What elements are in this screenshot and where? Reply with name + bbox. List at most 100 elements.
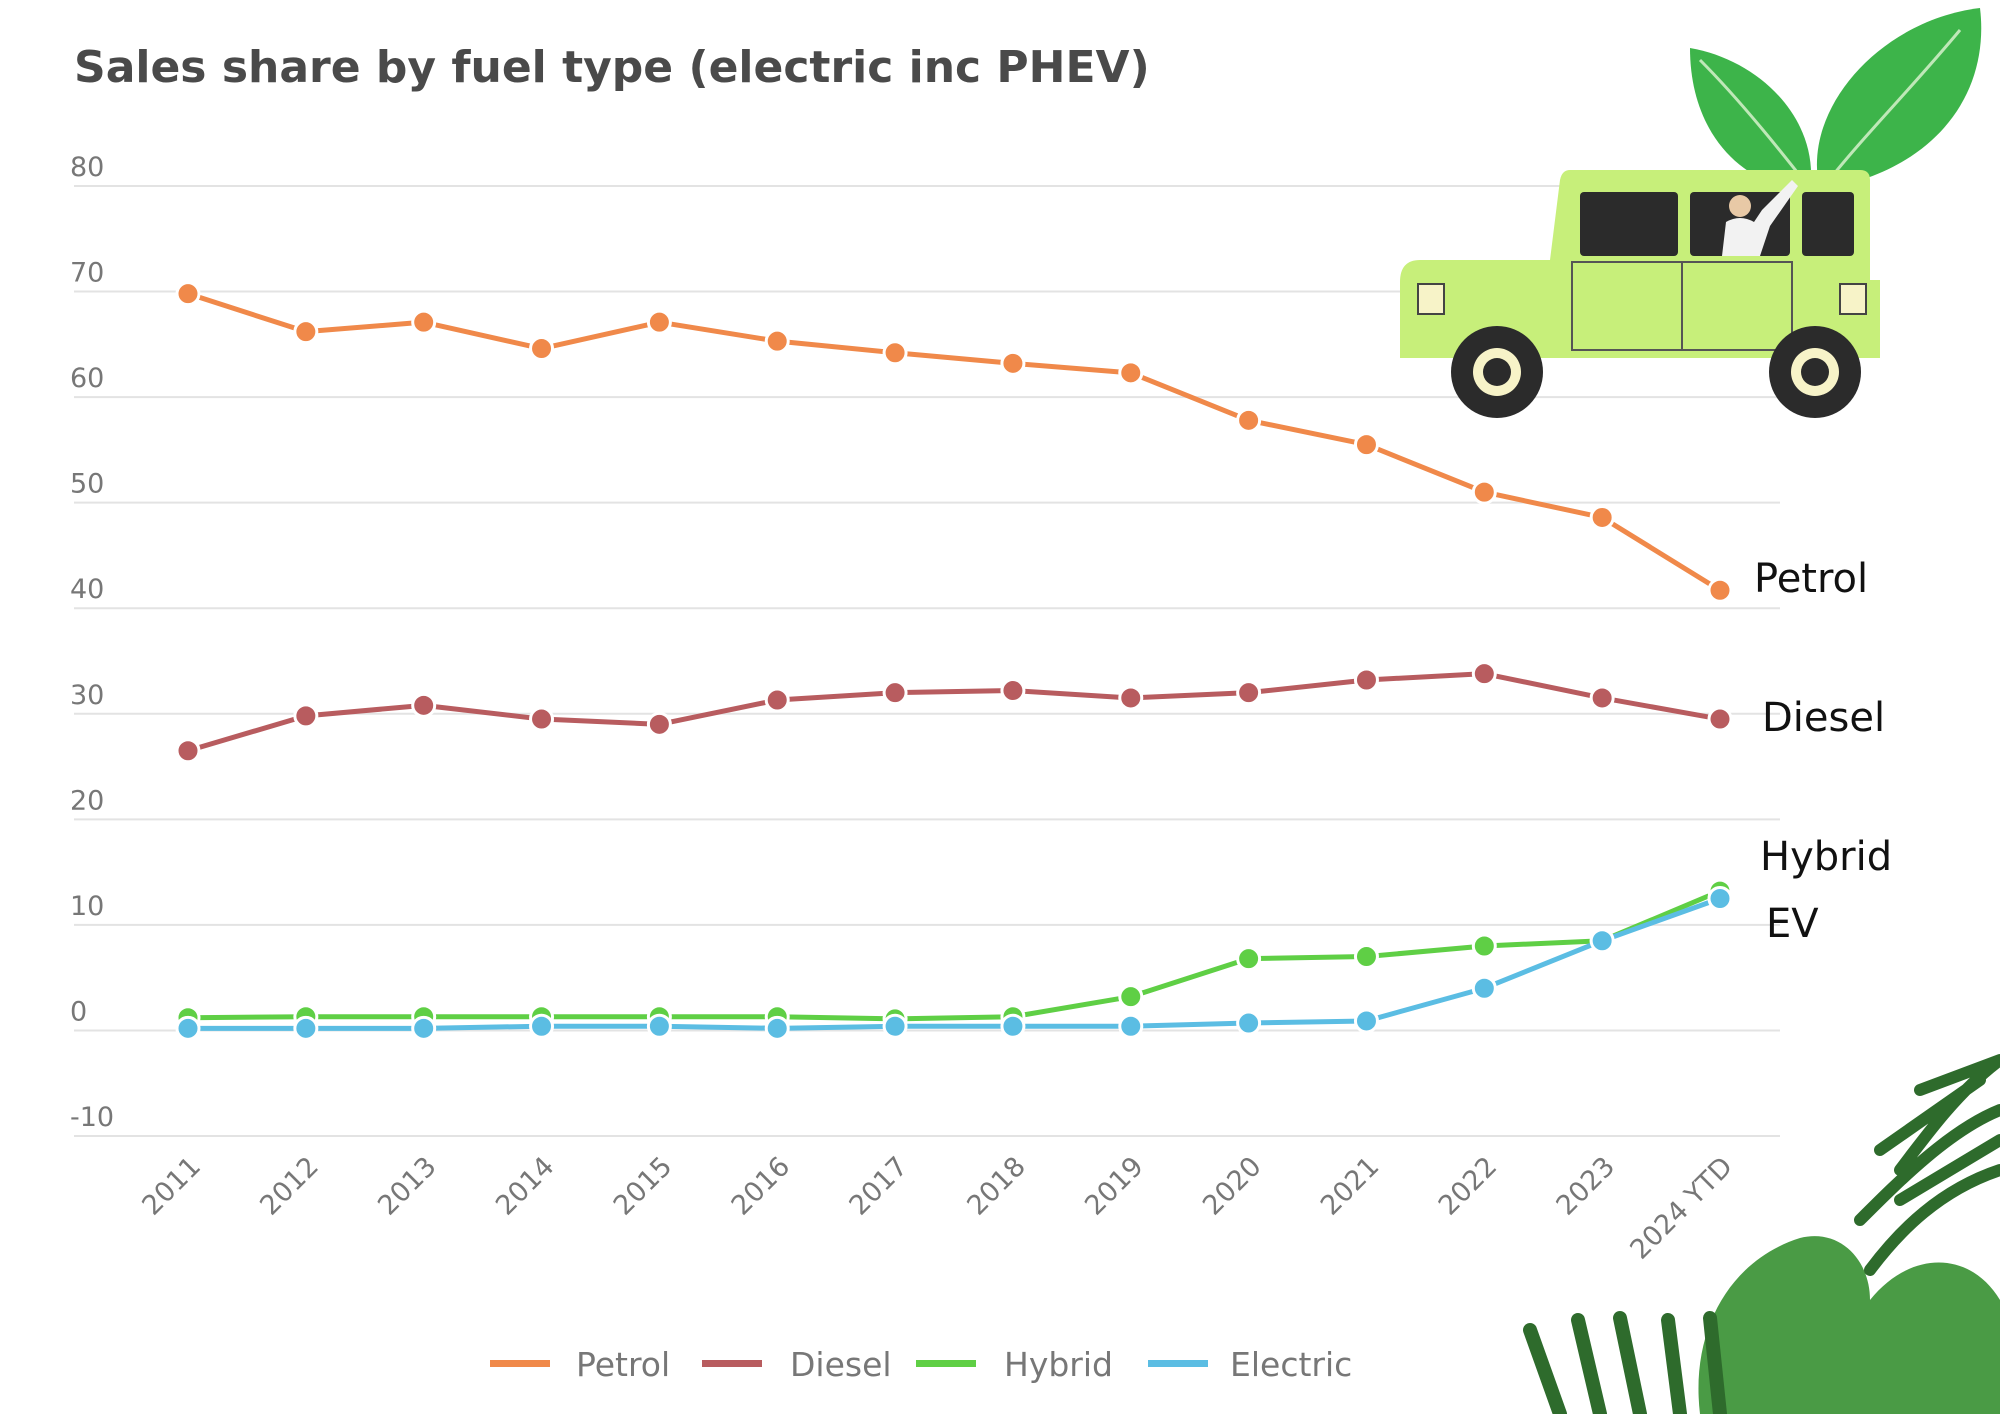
point-petrol[interactable]	[293, 319, 319, 345]
y-axis: 80 70 60 50 40 30 20 10 0 -10	[70, 152, 114, 1133]
point-electric[interactable]	[1353, 1008, 1379, 1034]
point-diesel[interactable]	[1353, 667, 1379, 693]
point-hybrid[interactable]	[1471, 933, 1497, 959]
point-petrol[interactable]	[1707, 577, 1733, 603]
car-with-leaves-illustration	[1400, 8, 1982, 418]
x-tick-label: 2024 YTD	[1624, 1151, 1739, 1266]
legend-swatch-petrol	[490, 1360, 550, 1367]
fern-leaves	[1523, 1311, 1727, 1414]
headlight	[1417, 283, 1445, 315]
x-tick-label: 2020	[1197, 1151, 1268, 1222]
legend: Petrol Diesel Hybrid Electric	[490, 1345, 1352, 1384]
annotation-diesel: Diesel	[1762, 695, 1885, 741]
point-petrol[interactable]	[1353, 432, 1379, 458]
y-tick-label: 0	[70, 996, 87, 1027]
point-electric[interactable]	[529, 1013, 555, 1039]
point-petrol[interactable]	[1471, 479, 1497, 505]
series-diesel	[175, 661, 1733, 764]
point-electric[interactable]	[646, 1013, 672, 1039]
point-petrol[interactable]	[1236, 407, 1262, 433]
point-petrol[interactable]	[1000, 350, 1026, 376]
point-diesel[interactable]	[1589, 685, 1615, 711]
x-tick-label: 2015	[608, 1151, 679, 1222]
annotation-ev: EV	[1766, 901, 1819, 947]
legend-item-hybrid[interactable]: Hybrid	[916, 1345, 1113, 1384]
series-electric	[175, 886, 1733, 1041]
legend-label-hybrid: Hybrid	[1004, 1345, 1113, 1384]
y-tick-label: 40	[70, 574, 104, 605]
x-tick-label: 2012	[254, 1151, 325, 1222]
y-tick-label: 60	[70, 363, 104, 394]
monstera-leaf	[1698, 1236, 2000, 1414]
point-electric[interactable]	[882, 1013, 908, 1039]
point-petrol[interactable]	[764, 328, 790, 354]
car-window-1	[1580, 192, 1678, 256]
x-axis: 2011 2012 2013 2014 2015 2016 2017 2018 2019 2020…	[136, 1151, 1739, 1266]
driver	[1729, 195, 1751, 217]
point-electric[interactable]	[764, 1015, 790, 1041]
point-petrol[interactable]	[646, 309, 672, 335]
y-tick-label: 30	[70, 680, 104, 711]
x-tick-label: 2014	[490, 1151, 561, 1222]
point-electric[interactable]	[1000, 1013, 1026, 1039]
x-tick-label: 2013	[372, 1151, 443, 1222]
series-petrol	[175, 281, 1733, 603]
point-diesel[interactable]	[1118, 685, 1144, 711]
car-window-3	[1802, 192, 1854, 256]
point-hybrid[interactable]	[1236, 946, 1262, 972]
legend-label-petrol: Petrol	[576, 1345, 670, 1384]
point-petrol[interactable]	[411, 309, 437, 335]
tropical-leaves-illustration	[1523, 1054, 2000, 1414]
point-electric[interactable]	[1471, 975, 1497, 1001]
chart-title: Sales share by fuel type (electric inc P…	[74, 42, 1150, 93]
point-electric[interactable]	[411, 1015, 437, 1041]
point-petrol[interactable]	[882, 340, 908, 366]
point-diesel[interactable]	[529, 706, 555, 732]
point-petrol[interactable]	[529, 336, 555, 362]
legend-item-petrol[interactable]: Petrol	[490, 1345, 670, 1384]
point-diesel[interactable]	[764, 687, 790, 713]
point-diesel[interactable]	[1000, 678, 1026, 704]
legend-item-diesel[interactable]: Diesel	[702, 1345, 892, 1384]
line-diesel	[187, 671, 1721, 754]
point-electric[interactable]	[1118, 1013, 1144, 1039]
point-diesel[interactable]	[882, 680, 908, 706]
point-petrol[interactable]	[1589, 504, 1615, 530]
taillight	[1839, 283, 1867, 315]
point-electric[interactable]	[293, 1015, 319, 1041]
x-tick-label: 2018	[961, 1151, 1032, 1222]
y-tick-label: 70	[70, 258, 104, 289]
legend-swatch-diesel	[702, 1360, 762, 1367]
point-diesel[interactable]	[411, 692, 437, 718]
point-diesel[interactable]	[1236, 680, 1262, 706]
point-diesel[interactable]	[1471, 661, 1497, 687]
line-hybrid	[187, 888, 1721, 1022]
point-diesel[interactable]	[175, 738, 201, 764]
x-tick-label: 2016	[726, 1151, 797, 1222]
leaf-left	[1690, 48, 1812, 190]
point-electric[interactable]	[1236, 1010, 1262, 1036]
point-hybrid[interactable]	[1353, 944, 1379, 970]
point-electric[interactable]	[1707, 886, 1733, 911]
x-tick-label: 2011	[136, 1151, 207, 1222]
series-group	[175, 281, 1733, 1041]
line-petrol	[187, 291, 1722, 593]
y-tick-label: 80	[70, 152, 104, 183]
point-diesel[interactable]	[293, 703, 319, 729]
point-petrol[interactable]	[175, 281, 201, 307]
x-tick-label: 2023	[1551, 1151, 1622, 1222]
y-tick-label: -10	[70, 1102, 114, 1133]
point-diesel[interactable]	[646, 711, 672, 737]
point-petrol[interactable]	[1118, 360, 1144, 386]
legend-swatch-hybrid	[916, 1360, 976, 1367]
point-electric[interactable]	[175, 1015, 201, 1041]
x-tick-label: 2022	[1433, 1151, 1504, 1222]
y-tick-label: 10	[70, 891, 104, 922]
x-tick-label: 2021	[1315, 1151, 1386, 1222]
legend-item-electric[interactable]: Electric	[1148, 1345, 1352, 1384]
point-hybrid[interactable]	[1118, 984, 1144, 1010]
annotation-petrol: Petrol	[1754, 556, 1868, 602]
point-electric[interactable]	[1589, 928, 1615, 954]
point-diesel[interactable]	[1707, 706, 1733, 732]
